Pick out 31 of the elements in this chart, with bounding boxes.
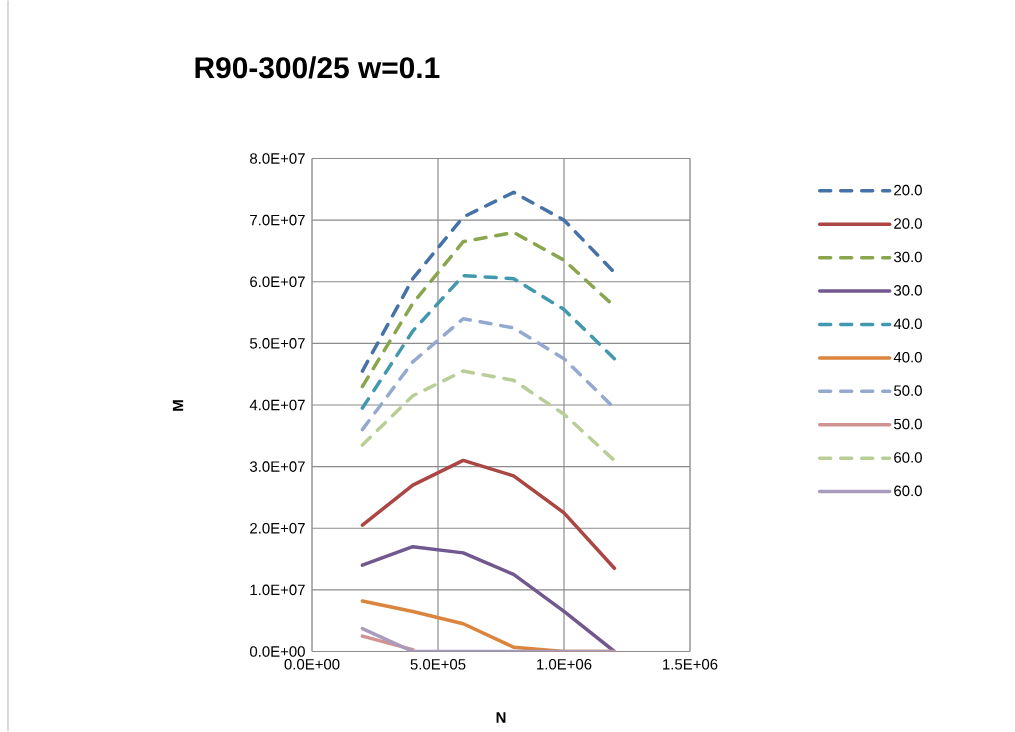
x-tick-label: 1.0E+06 [537, 659, 592, 670]
x-axis-title: N [496, 712, 506, 723]
x-tick-label: 5.0E+05 [410, 659, 466, 670]
legend-label: 20.0 [894, 184, 922, 196]
legend-label: 50.0 [894, 418, 922, 430]
y-tick-label: 1.0E+07 [250, 584, 305, 596]
y-tick-label: 4.0E+07 [249, 399, 305, 411]
x-tick-label: 0.0E+00 [284, 659, 340, 670]
legend-label: 30.0 [893, 251, 922, 263]
line-series [360, 544, 617, 652]
legend-label: 30.0 [893, 285, 922, 296]
y-tick-label: 0.0E+00 [249, 646, 305, 657]
legend-label: 20.0 [894, 218, 922, 229]
legend-label: 60.0 [894, 452, 922, 463]
line-series [360, 190, 617, 373]
y-tick-label: 8.0E+07 [250, 153, 305, 164]
line-series [360, 369, 617, 463]
line-series [360, 458, 617, 571]
y-tick-label: 6.0E+07 [250, 276, 305, 288]
y-tick-label: 2.0E+07 [250, 522, 305, 534]
legend-label: 40.0 [893, 318, 922, 330]
line-series [360, 273, 617, 410]
legend-label: 40.0 [893, 351, 922, 363]
y-tick-label: 3.0E+07 [249, 461, 305, 472]
x-tick-label: 1.5E+06 [663, 659, 718, 670]
y-tick-label: 7.0E+07 [250, 214, 305, 226]
chart-title: R90-300/25 w=0.1 [195, 56, 440, 79]
legend-label: 60.0 [894, 485, 922, 497]
legend-label: 50.0 [894, 385, 922, 396]
y-tick-label: 5.0E+07 [249, 338, 305, 349]
y-axis-title: M [172, 400, 184, 411]
